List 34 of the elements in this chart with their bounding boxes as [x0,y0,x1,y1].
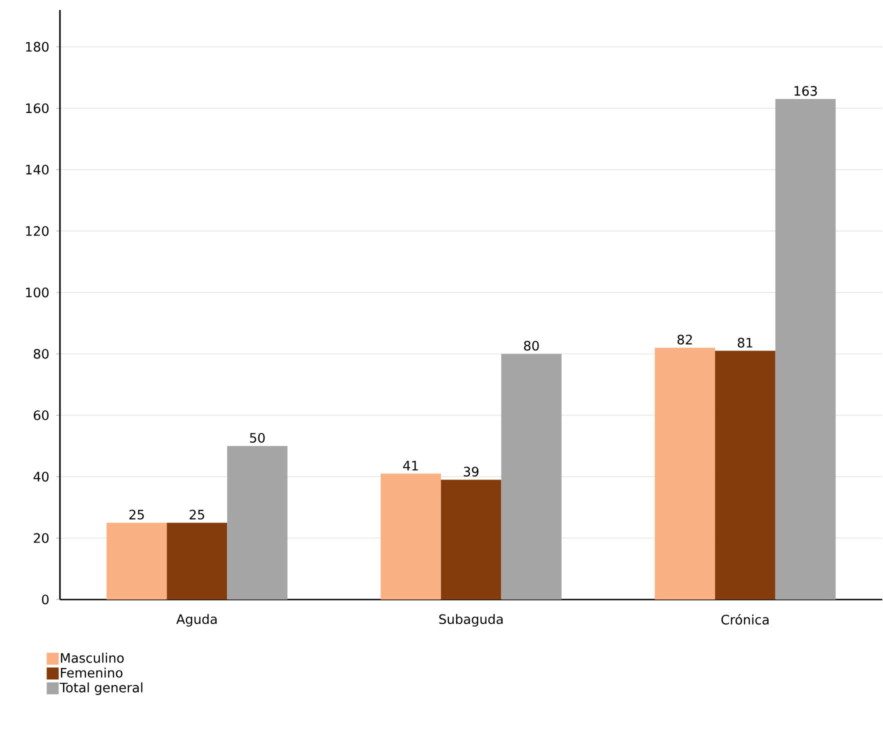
data-label: 25 [129,510,144,520]
legend-label: Masculino [60,652,124,663]
y-tick-label: 40 [34,472,49,482]
data-label: 39 [464,466,478,476]
bar [654,348,716,600]
x-tick-label: Crónica [721,614,769,624]
data-label: 81 [738,338,752,348]
bar [106,522,167,600]
x-tick-label: Aguda [176,614,217,626]
y-tick-label: 60 [34,410,49,420]
data-label: 25 [190,510,204,520]
y-tick-label: 140 [26,164,49,174]
y-tick-label: 80 [34,348,49,359]
y-tick-label: 120 [26,226,49,236]
y-tick-label: 160 [26,103,49,113]
x-tick-label: Subaguda [439,614,503,626]
data-label: 82 [678,334,692,344]
legend-label: Total general [60,682,142,695]
legend-label: Femenino [60,667,122,678]
data-label: 163 [794,86,817,96]
data-label: 41 [403,460,418,470]
y-tick-label: 180 [26,42,49,52]
bar [227,446,288,600]
y-tick-label: 0 [42,594,49,604]
data-label: 80 [524,340,539,350]
bar [775,98,836,600]
bar [501,354,562,600]
bar [166,522,228,600]
data-label: 50 [250,432,265,443]
bar [715,350,776,600]
bar [440,480,502,600]
y-tick-label: 20 [34,532,49,543]
y-tick-label: 100 [26,287,49,298]
bar [380,473,441,600]
